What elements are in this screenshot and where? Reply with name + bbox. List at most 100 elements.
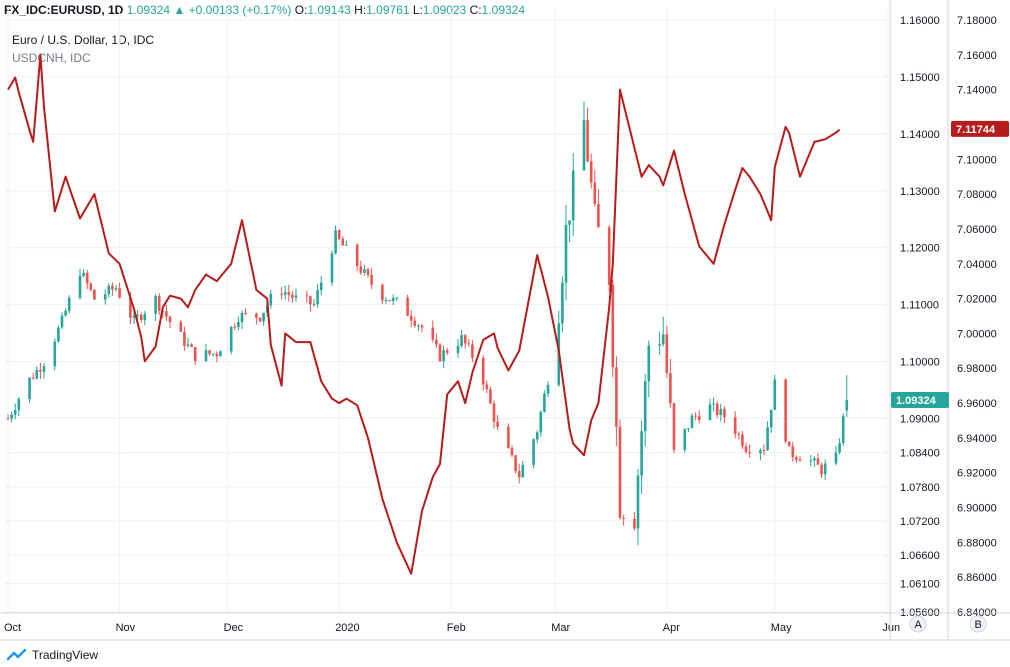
right-axis-tick-label: 6.86000 <box>957 572 997 584</box>
candle-body <box>219 351 222 357</box>
candle-body <box>622 517 625 519</box>
candle-body <box>366 269 370 275</box>
candle-body <box>237 322 240 328</box>
candle-body <box>417 325 420 327</box>
high-label: H: <box>354 3 367 17</box>
candle-body <box>712 403 715 405</box>
candle-body <box>107 285 111 295</box>
tradingview-footer[interactable]: TradingView <box>6 648 98 662</box>
candle-body <box>838 443 841 453</box>
candle-body <box>845 400 849 411</box>
candle-body <box>492 403 496 422</box>
candle-body <box>244 313 247 315</box>
candle-body <box>165 311 168 317</box>
scale-button-label: A <box>915 619 923 631</box>
candle-body <box>60 315 64 328</box>
left-axis-tick-label: 1.12000 <box>900 243 940 255</box>
candle-body <box>723 408 726 418</box>
candle-body <box>154 295 157 314</box>
candle-body <box>438 344 442 362</box>
candle-body <box>341 238 345 246</box>
candle-body <box>413 320 417 326</box>
candle-body <box>215 353 219 357</box>
candle-body <box>816 458 820 465</box>
candle-body <box>118 288 121 298</box>
candle-body <box>420 325 424 328</box>
left-axis-tick-label: 1.08400 <box>900 448 940 460</box>
right-axis-tick-label: 7.16000 <box>957 50 997 62</box>
chart-axes: 1.16000 1.15000 1.14000 1.13000 1.12000 1.110… <box>0 0 1010 641</box>
close-value: 1.09324 <box>481 3 526 17</box>
candle-body <box>186 344 190 346</box>
candle-body <box>784 379 787 442</box>
right-axis-tick-label: 7.14000 <box>957 85 997 97</box>
candle-body <box>766 427 769 451</box>
candle-body <box>183 331 186 346</box>
candle-body <box>460 335 463 346</box>
right-axis-tick-label: 6.92000 <box>957 468 997 480</box>
candle-body <box>640 431 643 476</box>
symbol-label[interactable]: FX_IDC:EURUSD, 1D <box>4 3 124 17</box>
candle-body <box>834 452 838 464</box>
candle-body <box>143 313 147 321</box>
chart-series <box>6 53 849 575</box>
candle-body <box>28 377 31 400</box>
candle-body <box>233 326 237 328</box>
candle-body <box>607 227 611 285</box>
main-series-legend[interactable]: Euro / U.S. Dollar, 1D, IDC <box>12 33 155 47</box>
candle-body <box>683 428 687 450</box>
candle-body <box>57 327 60 342</box>
candle-body <box>708 404 712 420</box>
candle-body <box>687 427 690 429</box>
candle-body <box>795 457 798 460</box>
candle-body <box>31 377 35 379</box>
candle-body <box>359 266 363 273</box>
candle-body <box>208 350 211 355</box>
candle-body <box>759 450 762 454</box>
candle-body <box>291 294 294 298</box>
candle-body <box>363 269 366 273</box>
candle-body <box>132 315 136 318</box>
right-axis-tick-label: 7.10000 <box>957 154 997 166</box>
last-price-badge <box>891 392 949 409</box>
candle-body <box>370 274 373 285</box>
candle-body <box>510 448 514 456</box>
candle-body <box>114 288 118 290</box>
candle-body <box>406 297 409 316</box>
candle-body <box>139 314 143 321</box>
candle-body <box>593 182 597 204</box>
candle-body <box>13 410 17 415</box>
x-axis-tick-label: May <box>771 622 792 634</box>
compare-series-line <box>7 53 841 575</box>
x-axis-tick-label: Nov <box>116 622 136 634</box>
candle-body <box>813 458 816 461</box>
candle-body <box>395 297 399 299</box>
compare-last-badge <box>951 120 1009 137</box>
candle-body <box>456 345 460 353</box>
candle-body <box>111 285 114 290</box>
close-label: C: <box>469 3 482 17</box>
candle-body <box>467 343 471 345</box>
compare-series-legend[interactable]: USDCNH, IDC <box>12 51 91 65</box>
candle-body <box>82 272 85 276</box>
left-axis-tick-label: 1.07800 <box>900 482 940 494</box>
scale-button-label: B <box>975 619 982 631</box>
candle-body <box>539 411 543 433</box>
candle-body <box>561 282 564 324</box>
candle-body <box>283 292 287 295</box>
candle-body <box>103 294 107 300</box>
x-axis-tick-label: Oct <box>4 622 21 634</box>
candle-body <box>258 317 262 322</box>
x-axis-tick-label: Jun <box>882 622 900 634</box>
candle-body <box>521 464 525 478</box>
candle-body <box>42 366 46 372</box>
right-axis-tick-label: 6.90000 <box>957 503 997 515</box>
candle-body <box>330 253 334 283</box>
right-axis-tick-label: 7.02000 <box>957 294 997 306</box>
open-label: O: <box>294 3 308 17</box>
candle-body <box>6 418 10 420</box>
candle-body <box>715 403 719 416</box>
left-axis-tick-label: 1.10000 <box>900 357 940 369</box>
candle-body <box>240 313 244 323</box>
